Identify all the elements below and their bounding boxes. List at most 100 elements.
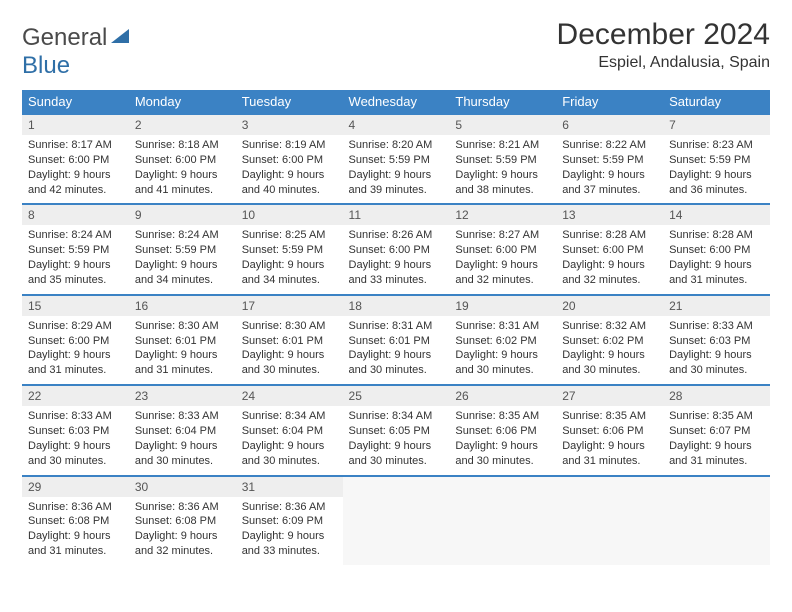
daylight-text: Daylight: 9 hours and 30 minutes. [562, 348, 657, 378]
sunset-text: Sunset: 6:04 PM [135, 424, 230, 439]
daylight-text: Daylight: 9 hours and 33 minutes. [349, 258, 444, 288]
sunrise-text: Sunrise: 8:28 AM [669, 228, 764, 243]
daylight-text: Daylight: 9 hours and 30 minutes. [135, 439, 230, 469]
day-number-cell: 18 [343, 295, 450, 316]
sunset-text: Sunset: 6:00 PM [28, 334, 123, 349]
day-content-cell: Sunrise: 8:36 AMSunset: 6:08 PMDaylight:… [129, 497, 236, 565]
sunset-text: Sunset: 6:03 PM [669, 334, 764, 349]
day-number-cell: 22 [22, 385, 129, 406]
day-number-cell: 29 [22, 476, 129, 497]
sunset-text: Sunset: 6:00 PM [135, 153, 230, 168]
sunrise-text: Sunrise: 8:34 AM [349, 409, 444, 424]
day-content-cell: Sunrise: 8:35 AMSunset: 6:06 PMDaylight:… [556, 406, 663, 475]
day-number-cell: 16 [129, 295, 236, 316]
sunrise-text: Sunrise: 8:34 AM [242, 409, 337, 424]
sunset-text: Sunset: 6:02 PM [562, 334, 657, 349]
day-number-cell: 31 [236, 476, 343, 497]
sunrise-text: Sunrise: 8:36 AM [28, 500, 123, 515]
day-content-cell: Sunrise: 8:36 AMSunset: 6:09 PMDaylight:… [236, 497, 343, 565]
daylight-text: Daylight: 9 hours and 30 minutes. [242, 348, 337, 378]
day-number-cell: 25 [343, 385, 450, 406]
day-number-row: 1234567 [22, 114, 770, 135]
day-number-row: 891011121314 [22, 204, 770, 225]
sunrise-text: Sunrise: 8:29 AM [28, 319, 123, 334]
day-content-cell [343, 497, 450, 565]
logo: General Blue [22, 18, 131, 80]
daylight-text: Daylight: 9 hours and 31 minutes. [28, 529, 123, 559]
day-number-cell: 11 [343, 204, 450, 225]
daylight-text: Daylight: 9 hours and 30 minutes. [669, 348, 764, 378]
day-content-cell: Sunrise: 8:31 AMSunset: 6:02 PMDaylight:… [449, 316, 556, 385]
day-content-row: Sunrise: 8:36 AMSunset: 6:08 PMDaylight:… [22, 497, 770, 565]
page-title: December 2024 [557, 18, 770, 52]
sunrise-text: Sunrise: 8:30 AM [242, 319, 337, 334]
day-number-cell: 13 [556, 204, 663, 225]
sunset-text: Sunset: 6:09 PM [242, 514, 337, 529]
day-number-cell: 4 [343, 114, 450, 135]
sunset-text: Sunset: 5:59 PM [242, 243, 337, 258]
sunrise-text: Sunrise: 8:28 AM [562, 228, 657, 243]
sunrise-text: Sunrise: 8:30 AM [135, 319, 230, 334]
day-content-cell: Sunrise: 8:30 AMSunset: 6:01 PMDaylight:… [236, 316, 343, 385]
day-content-cell: Sunrise: 8:33 AMSunset: 6:03 PMDaylight:… [663, 316, 770, 385]
day-content-cell [556, 497, 663, 565]
day-content-cell: Sunrise: 8:21 AMSunset: 5:59 PMDaylight:… [449, 135, 556, 204]
sunset-text: Sunset: 5:59 PM [28, 243, 123, 258]
daylight-text: Daylight: 9 hours and 30 minutes. [349, 439, 444, 469]
title-block: December 2024 Espiel, Andalusia, Spain [557, 18, 770, 72]
day-number-cell: 15 [22, 295, 129, 316]
day-content-cell: Sunrise: 8:30 AMSunset: 6:01 PMDaylight:… [129, 316, 236, 385]
daylight-text: Daylight: 9 hours and 30 minutes. [242, 439, 337, 469]
day-number-cell: 14 [663, 204, 770, 225]
sunset-text: Sunset: 6:00 PM [349, 243, 444, 258]
day-number-cell: 17 [236, 295, 343, 316]
daylight-text: Daylight: 9 hours and 40 minutes. [242, 168, 337, 198]
daylight-text: Daylight: 9 hours and 37 minutes. [562, 168, 657, 198]
day-content-cell: Sunrise: 8:27 AMSunset: 6:00 PMDaylight:… [449, 225, 556, 294]
daylight-text: Daylight: 9 hours and 34 minutes. [242, 258, 337, 288]
sunrise-text: Sunrise: 8:17 AM [28, 138, 123, 153]
sunrise-text: Sunrise: 8:33 AM [28, 409, 123, 424]
day-number-cell: 6 [556, 114, 663, 135]
sunset-text: Sunset: 5:59 PM [669, 153, 764, 168]
day-number-cell: 3 [236, 114, 343, 135]
sunrise-text: Sunrise: 8:21 AM [455, 138, 550, 153]
day-content-cell: Sunrise: 8:32 AMSunset: 6:02 PMDaylight:… [556, 316, 663, 385]
day-header: Wednesday [343, 90, 450, 114]
day-content-cell [663, 497, 770, 565]
daylight-text: Daylight: 9 hours and 30 minutes. [349, 348, 444, 378]
sunset-text: Sunset: 5:59 PM [349, 153, 444, 168]
day-content-row: Sunrise: 8:33 AMSunset: 6:03 PMDaylight:… [22, 406, 770, 475]
day-content-cell: Sunrise: 8:18 AMSunset: 6:00 PMDaylight:… [129, 135, 236, 204]
day-content-cell: Sunrise: 8:33 AMSunset: 6:04 PMDaylight:… [129, 406, 236, 475]
day-content-cell: Sunrise: 8:28 AMSunset: 6:00 PMDaylight:… [556, 225, 663, 294]
sunset-text: Sunset: 6:01 PM [135, 334, 230, 349]
day-content-cell: Sunrise: 8:34 AMSunset: 6:05 PMDaylight:… [343, 406, 450, 475]
sunset-text: Sunset: 6:00 PM [242, 153, 337, 168]
logo-text: General Blue [22, 24, 131, 80]
day-content-cell: Sunrise: 8:22 AMSunset: 5:59 PMDaylight:… [556, 135, 663, 204]
daylight-text: Daylight: 9 hours and 34 minutes. [135, 258, 230, 288]
sunset-text: Sunset: 6:07 PM [669, 424, 764, 439]
sunrise-text: Sunrise: 8:36 AM [135, 500, 230, 515]
day-content-cell: Sunrise: 8:35 AMSunset: 6:07 PMDaylight:… [663, 406, 770, 475]
daylight-text: Daylight: 9 hours and 38 minutes. [455, 168, 550, 198]
day-number-row: 15161718192021 [22, 295, 770, 316]
sunrise-text: Sunrise: 8:19 AM [242, 138, 337, 153]
day-header: Tuesday [236, 90, 343, 114]
sunrise-text: Sunrise: 8:32 AM [562, 319, 657, 334]
day-content-cell: Sunrise: 8:33 AMSunset: 6:03 PMDaylight:… [22, 406, 129, 475]
day-number-cell: 24 [236, 385, 343, 406]
sunset-text: Sunset: 6:00 PM [28, 153, 123, 168]
daylight-text: Daylight: 9 hours and 42 minutes. [28, 168, 123, 198]
day-content-row: Sunrise: 8:24 AMSunset: 5:59 PMDaylight:… [22, 225, 770, 294]
daylight-text: Daylight: 9 hours and 31 minutes. [135, 348, 230, 378]
day-content-cell: Sunrise: 8:35 AMSunset: 6:06 PMDaylight:… [449, 406, 556, 475]
daylight-text: Daylight: 9 hours and 35 minutes. [28, 258, 123, 288]
sunrise-text: Sunrise: 8:31 AM [455, 319, 550, 334]
day-content-cell: Sunrise: 8:19 AMSunset: 6:00 PMDaylight:… [236, 135, 343, 204]
sunrise-text: Sunrise: 8:36 AM [242, 500, 337, 515]
logo-text-part2: Blue [22, 52, 70, 79]
day-content-cell: Sunrise: 8:29 AMSunset: 6:00 PMDaylight:… [22, 316, 129, 385]
day-content-cell: Sunrise: 8:25 AMSunset: 5:59 PMDaylight:… [236, 225, 343, 294]
